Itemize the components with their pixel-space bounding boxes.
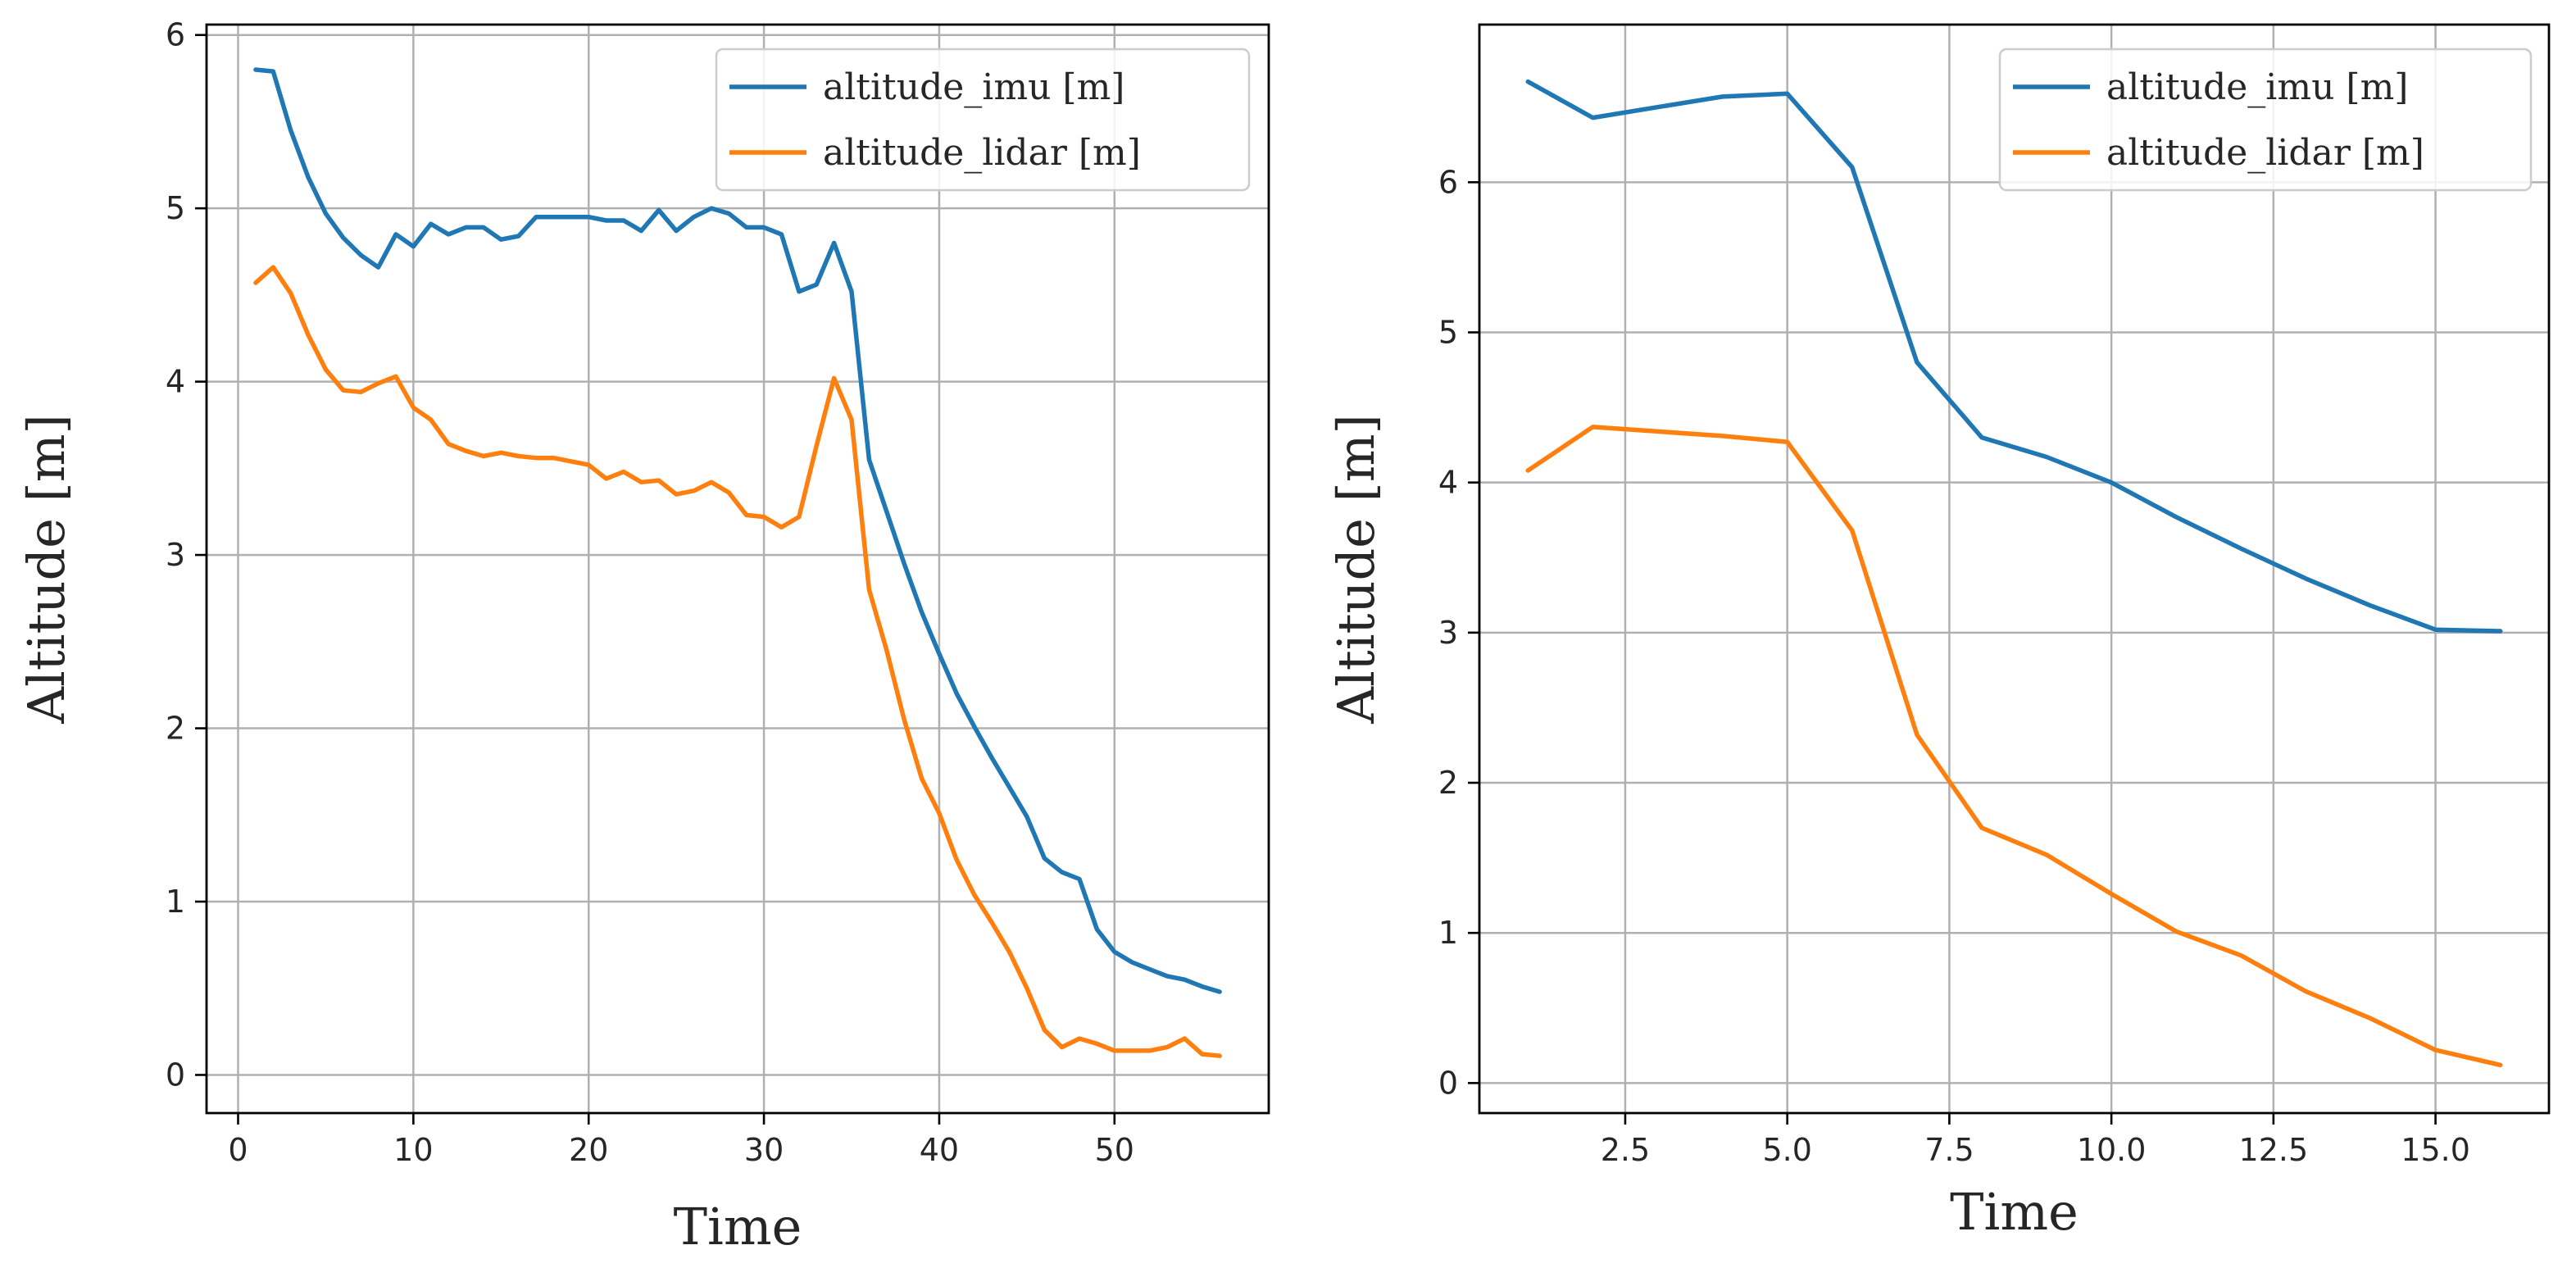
chart-figure: 0 10 20 30 40 500123456TimeAltitude [m]altitu… (0, 0, 2576, 1273)
x-tick-label: 40 (920, 1132, 959, 1168)
x-tick-label: 10 (393, 1132, 433, 1168)
legend: altitude_imu [m] altitude_lidar [m] (716, 49, 1249, 190)
x-tick-label: 20 (569, 1132, 608, 1168)
y-tick-label: 3 (1438, 615, 1458, 651)
y-tick-label: 5 (166, 190, 185, 226)
y-tick-label: 0 (166, 1057, 185, 1093)
legend-label: altitude_imu [m] (823, 66, 1124, 108)
x-tick-label: 15.0 (2401, 1132, 2470, 1168)
legend-label: altitude_lidar [m] (823, 132, 1141, 174)
x-tick-label: 50 (1095, 1132, 1134, 1168)
y-tick-label: 3 (166, 537, 185, 573)
y-axis-label: Altitude [m] (1326, 414, 1386, 724)
x-tick-label: 0 (228, 1132, 248, 1168)
y-tick-label: 1 (166, 884, 185, 920)
x-axis-label: Time (1950, 1182, 2079, 1242)
y-tick-label: 4 (166, 364, 185, 400)
legend: altitude_imu [m] altitude_lidar [m] (2000, 49, 2531, 190)
x-tick-label: 7.5 (1924, 1132, 1974, 1168)
y-tick-label: 5 (1438, 315, 1458, 351)
y-tick-label: 6 (166, 17, 185, 53)
x-tick-label: 2.5 (1601, 1132, 1650, 1168)
figure: 0 10 20 30 40 50 0 1 2 3 4 5 6 Time Altitude [m] altitu… (0, 0, 2576, 1273)
y-tick-label: 2 (1438, 765, 1458, 801)
x-tick-label: 12.5 (2239, 1132, 2309, 1168)
x-axis-label: Time (674, 1197, 802, 1257)
y-tick-label: 1 (1438, 915, 1458, 951)
y-tick-label: 6 (1438, 164, 1458, 200)
x-tick-label: 10.0 (2077, 1132, 2147, 1168)
legend-label: altitude_imu [m] (2106, 66, 2408, 108)
y-tick-label: 2 (166, 711, 185, 747)
y-tick-label: 4 (1438, 465, 1458, 501)
x-tick-label: 30 (744, 1132, 784, 1168)
legend-label: altitude_lidar [m] (2106, 132, 2424, 174)
y-tick-label: 0 (1438, 1065, 1458, 1101)
y-axis-label: Altitude [m] (16, 414, 76, 724)
x-tick-label: 5.0 (1762, 1132, 1811, 1168)
